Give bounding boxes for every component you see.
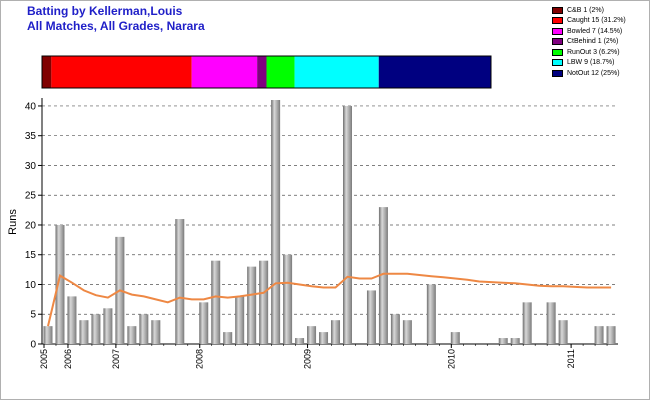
legend-item: RunOut 3 (6.2%)	[552, 47, 626, 57]
y-tick-label: 25	[25, 191, 37, 202]
runs-bar	[606, 326, 616, 344]
legend-item: LBW 9 (18.7%)	[552, 58, 626, 68]
runs-bar	[546, 302, 556, 344]
y-tick-label: 20	[25, 220, 37, 231]
runs-bar	[510, 338, 520, 344]
runs-bar	[390, 314, 400, 344]
legend-label: CtBehind 1 (2%)	[567, 38, 619, 46]
runs-bar	[67, 296, 77, 344]
runs-bar	[235, 296, 245, 344]
y-tick-label: 15	[25, 250, 37, 261]
runs-bar	[295, 338, 305, 344]
runs-bar	[55, 224, 65, 344]
runs-bar	[522, 302, 532, 344]
runs-bar	[319, 332, 329, 344]
dismissal-segment	[266, 56, 295, 88]
runs-bar	[426, 284, 436, 344]
runs-bar	[199, 302, 209, 344]
runs-bar	[450, 332, 460, 344]
runs-bar	[283, 254, 293, 344]
runs-bar	[378, 207, 388, 344]
dismissal-segment	[191, 56, 258, 88]
x-tick-label: 2011	[566, 349, 576, 368]
legend-item: Bowled 7 (14.5%)	[552, 26, 626, 36]
legend-item: Caught 15 (31.2%)	[552, 16, 626, 26]
x-tick-label: 2005	[39, 349, 49, 369]
legend-label: RunOut 3 (6.2%)	[567, 48, 620, 56]
chart-title: Batting by Kellerman,Louis	[27, 4, 183, 18]
dismissal-segment	[42, 56, 52, 88]
runs-bar	[402, 320, 412, 344]
runs-bar	[211, 260, 221, 344]
y-tick-label: 30	[25, 161, 37, 172]
legend-swatch	[552, 70, 563, 78]
runs-bar	[103, 308, 113, 344]
legend-label: Bowled 7 (14.5%)	[567, 27, 623, 35]
runs-bar	[43, 326, 53, 344]
runs-bar	[331, 320, 341, 344]
y-tick-label: 40	[25, 101, 37, 112]
x-tick-label: 2008	[195, 349, 205, 369]
runs-bar	[139, 314, 149, 344]
runs-bar	[307, 326, 317, 344]
runs-bar	[223, 332, 233, 344]
legend-label: Caught 15 (31.2%)	[567, 17, 626, 25]
legend-swatch	[552, 17, 563, 25]
legend-item: CtBehind 1 (2%)	[552, 37, 626, 47]
dismissal-bar-outline	[41, 55, 492, 89]
x-tick-label: 2007	[111, 349, 121, 369]
runs-bar	[247, 266, 257, 344]
x-tick-label: 2009	[303, 349, 313, 369]
legend-swatch	[552, 38, 563, 46]
runs-bar	[343, 105, 352, 344]
runs-bar	[558, 320, 568, 344]
dismissal-segment	[294, 56, 379, 88]
runs-bar	[79, 320, 89, 344]
runs-bar	[127, 326, 137, 344]
runs-bar	[594, 326, 604, 344]
legend-swatch	[552, 27, 563, 35]
x-tick-label: 2010	[446, 349, 456, 369]
legend-label: LBW 9 (18.7%)	[567, 59, 615, 67]
dismissal-segment	[378, 56, 491, 88]
runs-bar	[91, 314, 101, 344]
legend-label: NotOut 12 (25%)	[567, 70, 620, 78]
legend-item: NotOut 12 (25%)	[552, 69, 626, 79]
legend-swatch	[552, 59, 563, 67]
y-axis-label: Runs	[7, 209, 19, 235]
legend-swatch	[552, 48, 563, 56]
dismissal-segment	[257, 56, 267, 88]
y-tick-label: 35	[25, 131, 37, 142]
average-line	[47, 272, 612, 327]
runs-bar	[259, 260, 269, 344]
legend-item: C&B 1 (2%)	[552, 5, 626, 15]
dismissal-segment	[51, 56, 192, 88]
runs-bar	[498, 338, 508, 344]
runs-bar	[366, 290, 376, 344]
y-tick-label: 0	[30, 340, 36, 351]
runs-bar	[151, 320, 161, 344]
runs-bar	[271, 100, 281, 344]
legend-label: C&B 1 (2%)	[567, 6, 604, 14]
runs-bar	[175, 219, 185, 344]
x-tick-label: 2006	[63, 349, 73, 369]
dismissal-legend: C&B 1 (2%) Caught 15 (31.2%) Bowled 7 (14.…	[552, 5, 626, 79]
legend-swatch	[552, 6, 563, 14]
chart-subtitle: All Matches, All Grades, Narara	[27, 19, 205, 33]
y-tick-label: 10	[25, 280, 37, 291]
y-tick-label: 5	[30, 310, 36, 321]
